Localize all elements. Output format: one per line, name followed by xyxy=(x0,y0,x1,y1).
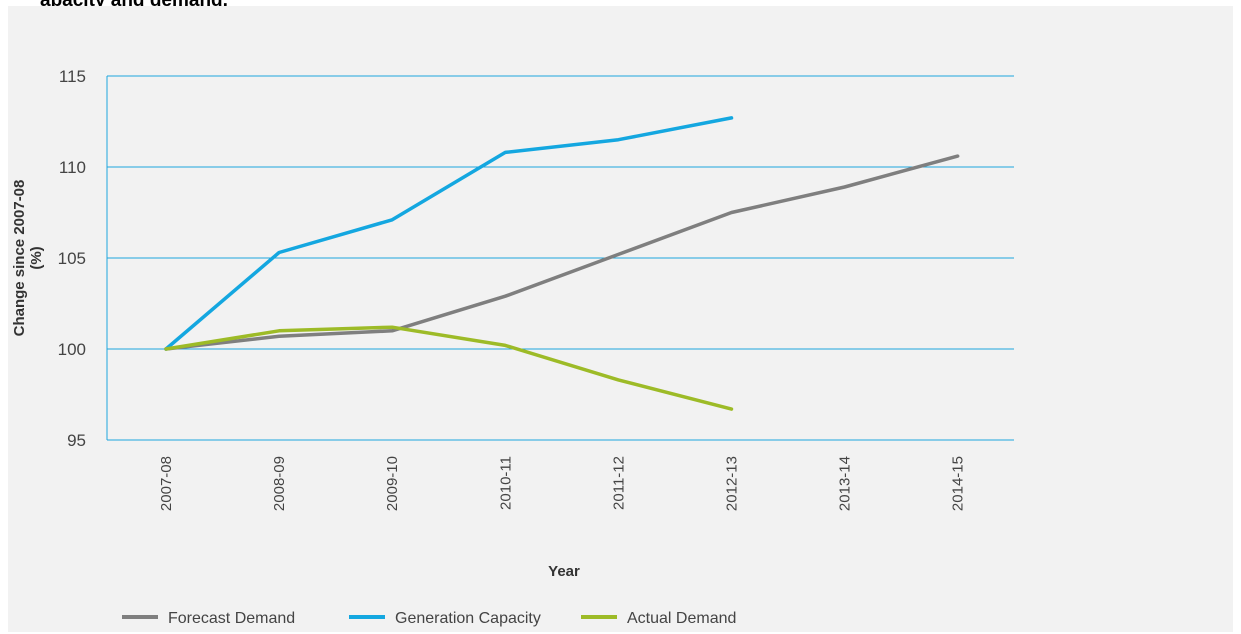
y-axis-title-line-1: Change since 2007-08 xyxy=(11,180,28,337)
series-line-forecast-demand xyxy=(164,154,960,351)
y-tick-label: 115 xyxy=(59,67,86,86)
x-axis-title: Year xyxy=(548,563,580,580)
x-tick-label: 2010-11 xyxy=(497,456,514,510)
legend: Forecast Demand Generation Capacity Actual… xyxy=(122,610,736,627)
x-tick-label: 2008-09 xyxy=(271,456,288,511)
y-tick-label: 110 xyxy=(59,158,86,177)
x-tick-label: 2009-10 xyxy=(384,456,401,511)
gridlines xyxy=(106,75,1014,441)
chart-panel xyxy=(8,6,1233,632)
x-tick-label: 2007-08 xyxy=(158,456,175,511)
y-tick-labels: 95 100 105 110 115 xyxy=(58,67,86,450)
y-tick-label: 105 xyxy=(58,249,86,268)
y-axis-title-line-2: (%) xyxy=(28,246,45,269)
y-tick-label: 100 xyxy=(58,340,86,359)
x-tick-label: 2011-12 xyxy=(610,456,627,510)
y-tick-label: 95 xyxy=(67,431,86,450)
x-tick-label: 2013-14 xyxy=(837,456,854,511)
series-line-actual-demand xyxy=(164,325,734,411)
x-tick-labels: 2007-08 2008-09 2009-10 2010-11 2011-12 2012-… xyxy=(158,456,967,511)
legend-label: Generation Capacity xyxy=(395,610,541,627)
legend-label: Actual Demand xyxy=(627,610,736,627)
legend-label: Forecast Demand xyxy=(168,610,295,627)
x-tick-label: 2014-15 xyxy=(950,456,967,511)
series-lines xyxy=(164,116,960,411)
x-tick-label: 2012-13 xyxy=(724,456,741,511)
series-line-generation-capacity xyxy=(164,116,734,351)
chart-title-fragment: apacity and demand, xyxy=(40,0,228,12)
